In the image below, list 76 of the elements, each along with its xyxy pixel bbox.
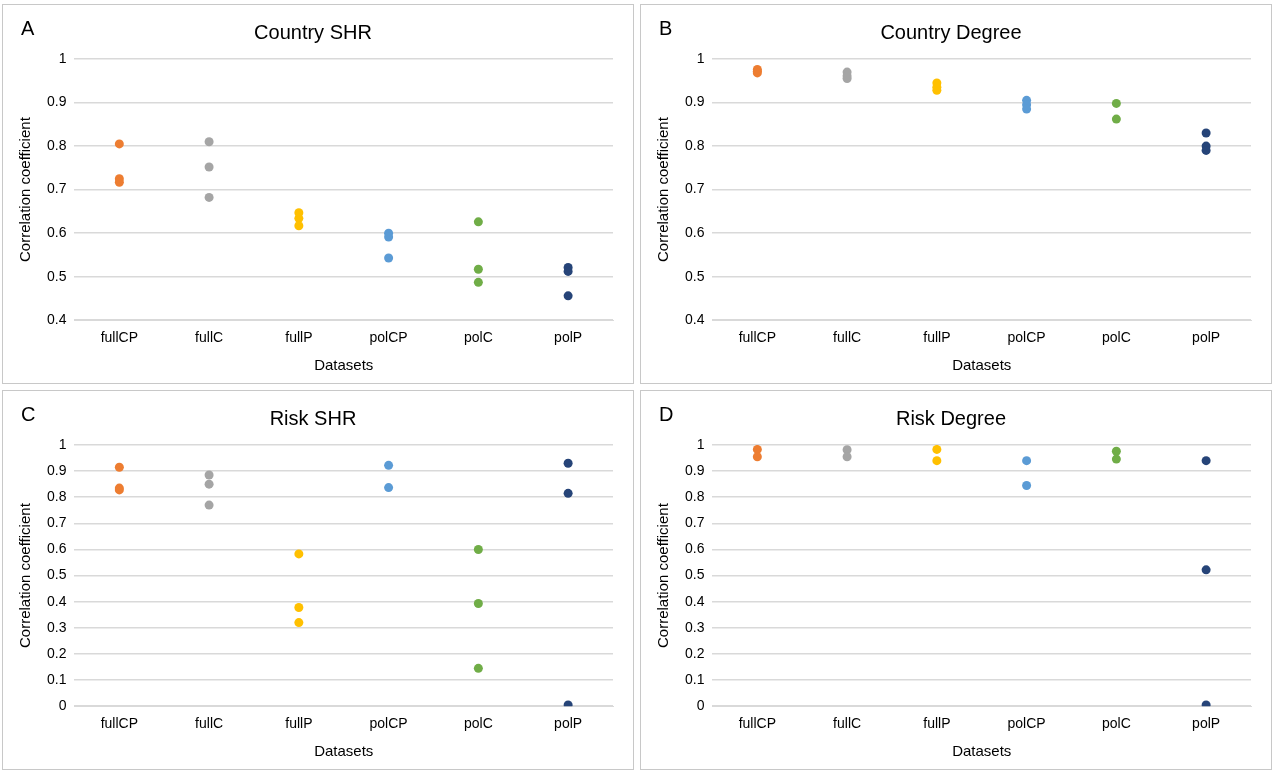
- y-tick-label: 0.9: [46, 461, 67, 478]
- chart-title: Risk Degree: [895, 406, 1007, 429]
- chart-title: Country SHR: [254, 20, 372, 43]
- x-tick-label: fullC: [195, 329, 224, 346]
- y-tick-label: 1: [58, 435, 67, 452]
- x-axis-title: Datasets: [314, 742, 374, 760]
- x-tick-label: polP: [554, 329, 583, 346]
- x-tick-label: polC: [463, 715, 493, 732]
- x-tick-label: fullC: [195, 715, 224, 732]
- x-tick-label: fullC: [833, 715, 862, 732]
- x-tick-label: polCP: [1007, 715, 1046, 732]
- y-tick-label: 0.4: [684, 592, 705, 609]
- y-axis-title: Correlation coefficient: [16, 502, 34, 649]
- y-axis-title: Correlation coefficient: [16, 116, 34, 263]
- x-axis-title: Datasets: [952, 742, 1012, 760]
- x-tick-label: polC: [1101, 329, 1131, 346]
- y-tick-label: 0.3: [684, 618, 705, 635]
- x-tick-label: fullCP: [100, 715, 139, 732]
- y-tick-label: 0.6: [46, 540, 67, 557]
- y-tick-label: 0.5: [46, 566, 67, 583]
- y-tick-label: 0.9: [46, 93, 67, 110]
- x-tick-label: polP: [1192, 715, 1221, 732]
- y-tick-label: 0.1: [684, 670, 705, 687]
- y-tick-label: 0.6: [684, 540, 705, 557]
- y-tick-label: 0.8: [46, 136, 67, 153]
- x-tick-label: fullP: [923, 715, 951, 732]
- y-tick-label: 1: [696, 435, 705, 452]
- y-tick-label: 0.5: [46, 267, 67, 284]
- text: B: [659, 16, 673, 39]
- x-tick-label: fullP: [285, 715, 313, 732]
- y-tick-label: 0.6: [684, 223, 705, 240]
- y-tick-label: 0.9: [684, 93, 705, 110]
- y-tick-label: 0.3: [46, 618, 67, 635]
- y-tick-label: 0.8: [684, 136, 705, 153]
- x-tick-label: fullP: [285, 329, 313, 346]
- text: C: [21, 402, 36, 425]
- x-tick-label: fullCP: [738, 329, 777, 346]
- x-tick-label: polC: [463, 329, 493, 346]
- y-tick-label: 0.4: [684, 311, 705, 328]
- y-tick-label: 0: [696, 697, 705, 714]
- chart-title: Country Degree: [880, 20, 1022, 43]
- x-tick-label: polCP: [1007, 329, 1046, 346]
- y-tick-label: 0.7: [684, 180, 705, 197]
- y-tick-label: 0.6: [46, 223, 67, 240]
- y-tick-label: 0.7: [46, 180, 67, 197]
- y-tick-label: 0.1: [46, 670, 67, 687]
- text: D: [659, 402, 674, 425]
- text: A: [21, 16, 35, 39]
- y-tick-label: 0.7: [46, 514, 67, 531]
- y-axis-title: Correlation coefficient: [654, 502, 672, 649]
- y-tick-label: 0.4: [46, 592, 67, 609]
- y-tick-label: 0.7: [684, 514, 705, 531]
- x-tick-label: polP: [554, 715, 583, 732]
- x-tick-label: fullC: [833, 329, 862, 346]
- chart-title: Risk SHR: [269, 406, 357, 429]
- x-tick-label: polCP: [369, 329, 408, 346]
- y-tick-label: 0.8: [684, 488, 705, 505]
- y-tick-label: 0.5: [684, 267, 705, 284]
- y-tick-label: 0.2: [46, 644, 67, 661]
- x-axis-title: Datasets: [952, 356, 1012, 374]
- x-tick-label: polCP: [369, 715, 408, 732]
- y-tick-label: 0.9: [684, 461, 705, 478]
- x-tick-label: fullP: [923, 329, 951, 346]
- x-tick-label: fullCP: [100, 329, 139, 346]
- x-tick-label: polP: [1192, 329, 1221, 346]
- y-tick-label: 0.4: [46, 311, 67, 328]
- y-tick-label: 1: [58, 49, 67, 66]
- x-tick-label: fullCP: [738, 715, 777, 732]
- y-axis-title: Correlation coefficient: [654, 116, 672, 263]
- y-tick-label: 0: [58, 697, 67, 714]
- y-tick-label: 0.2: [684, 644, 705, 661]
- x-tick-label: polC: [1101, 715, 1131, 732]
- x-axis-title: Datasets: [314, 356, 374, 374]
- y-tick-label: 0.5: [684, 566, 705, 583]
- y-tick-label: 1: [696, 49, 705, 66]
- y-tick-label: 0.8: [46, 488, 67, 505]
